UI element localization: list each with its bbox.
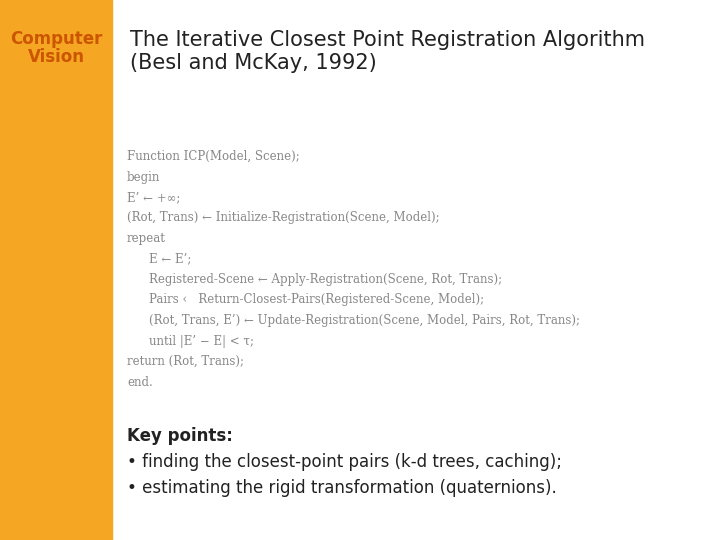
Text: Function ICP(Model, Scene);: Function ICP(Model, Scene); (127, 150, 300, 163)
Text: • finding the closest-point pairs (k-d trees, caching);: • finding the closest-point pairs (k-d t… (127, 453, 562, 471)
Bar (0, 0, 112, 540)
Text: Vision: Vision (27, 48, 84, 66)
Text: return (Rot, Trans);: return (Rot, Trans); (127, 355, 244, 368)
Text: E’ ← +∞;: E’ ← +∞; (127, 191, 181, 204)
Text: repeat: repeat (127, 232, 166, 245)
Text: end.: end. (127, 375, 153, 388)
Text: begin: begin (127, 171, 161, 184)
Text: Key points:: Key points: (127, 427, 233, 445)
Text: Pairs ‹   Return-Closest-Pairs(Registered-Scene, Model);: Pairs ‹ Return-Closest-Pairs(Registered-… (149, 294, 484, 307)
Text: (Rot, Trans) ← Initialize-Registration(Scene, Model);: (Rot, Trans) ← Initialize-Registration(S… (127, 212, 440, 225)
Text: until |E’ − E| < τ;: until |E’ − E| < τ; (149, 334, 254, 348)
Text: The Iterative Closest Point Registration Algorithm: The Iterative Closest Point Registration… (130, 30, 645, 50)
Text: Registered-Scene ← Apply-Registration(Scene, Rot, Trans);: Registered-Scene ← Apply-Registration(Sc… (149, 273, 502, 286)
Text: E ← E’;: E ← E’; (149, 253, 192, 266)
Text: (Rot, Trans, E’) ← Update-Registration(Scene, Model, Pairs, Rot, Trans);: (Rot, Trans, E’) ← Update-Registration(S… (149, 314, 580, 327)
Text: • estimating the rigid transformation (quaternions).: • estimating the rigid transformation (q… (127, 479, 557, 497)
Text: (Besl and McKay, 1992): (Besl and McKay, 1992) (130, 53, 377, 73)
Text: Computer: Computer (10, 30, 102, 48)
